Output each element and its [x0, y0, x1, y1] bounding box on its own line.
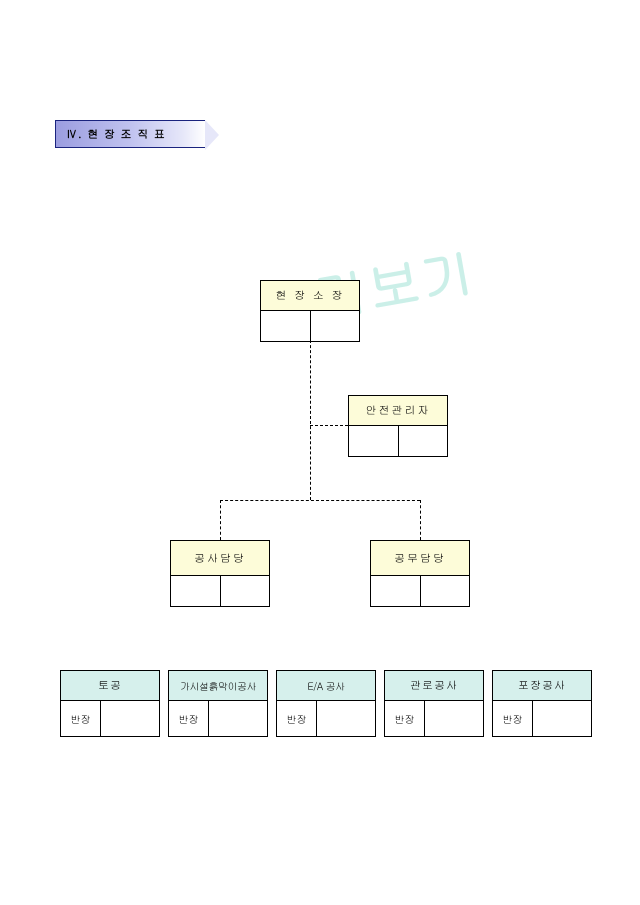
middle-left-label: 공사담당: [194, 551, 246, 566]
bottom-box-cells: 반장: [277, 701, 375, 736]
connector-line: [420, 500, 421, 540]
cell: [311, 311, 360, 341]
cell: [261, 311, 311, 341]
top-box: 현 장 소 장: [260, 280, 360, 342]
connector-line: [220, 500, 221, 540]
section-title-text: Ⅳ. 현 장 조 직 표: [66, 127, 166, 142]
bottom-box: E/A 공사반장: [276, 670, 376, 737]
safety-box: 안전관리자: [348, 395, 448, 457]
bottom-box: 토공반장: [60, 670, 160, 737]
bottom-box: 포장공사반장: [492, 670, 592, 737]
bottom-box-header: E/A 공사: [277, 671, 375, 701]
bottom-box-cells: 반장: [493, 701, 591, 736]
middle-left-header: 공사담당: [171, 541, 269, 576]
middle-left-box: 공사담당: [170, 540, 270, 607]
top-box-cells: [261, 311, 359, 341]
safety-box-header: 안전관리자: [349, 396, 447, 426]
bottom-box-header: 가시설흙막이공사: [169, 671, 267, 701]
top-box-header: 현 장 소 장: [261, 281, 359, 311]
connector-line: [220, 500, 420, 501]
bottom-box-header: 토공: [61, 671, 159, 701]
bottom-box-right-cell: [317, 701, 375, 736]
cell: [371, 576, 421, 606]
safety-box-cells: [349, 426, 447, 456]
bottom-box-left-cell: 반장: [61, 701, 101, 736]
connector-line: [310, 340, 311, 500]
middle-right-label: 공무담당: [394, 551, 446, 566]
bottom-box-left-cell: 반장: [169, 701, 209, 736]
bottom-box-right-cell: [209, 701, 267, 736]
bottom-box-right-cell: [101, 701, 159, 736]
bottom-box-cells: 반장: [385, 701, 483, 736]
bottom-box-cells: 반장: [61, 701, 159, 736]
bottom-box: 관로공사반장: [384, 670, 484, 737]
top-box-label: 현 장 소 장: [276, 288, 345, 303]
bottom-box-left-cell: 반장: [277, 701, 317, 736]
bottom-box-left-cell: 반장: [493, 701, 533, 736]
cell: [171, 576, 221, 606]
safety-box-label: 안전관리자: [366, 403, 431, 418]
cell: [221, 576, 270, 606]
cell: [421, 576, 470, 606]
middle-right-box: 공무담당: [370, 540, 470, 607]
cell: [399, 426, 448, 456]
bottom-box: 가시설흙막이공사반장: [168, 670, 268, 737]
bottom-box-right-cell: [425, 701, 483, 736]
bottom-box-header: 포장공사: [493, 671, 591, 701]
bottom-box-left-cell: 반장: [385, 701, 425, 736]
bottom-box-cells: 반장: [169, 701, 267, 736]
bottom-box-right-cell: [533, 701, 591, 736]
middle-right-header: 공무담당: [371, 541, 469, 576]
connector-line: [310, 425, 348, 426]
cell: [349, 426, 399, 456]
bottom-box-header: 관로공사: [385, 671, 483, 701]
middle-left-cells: [171, 576, 269, 606]
section-title: Ⅳ. 현 장 조 직 표: [55, 120, 205, 148]
middle-right-cells: [371, 576, 469, 606]
